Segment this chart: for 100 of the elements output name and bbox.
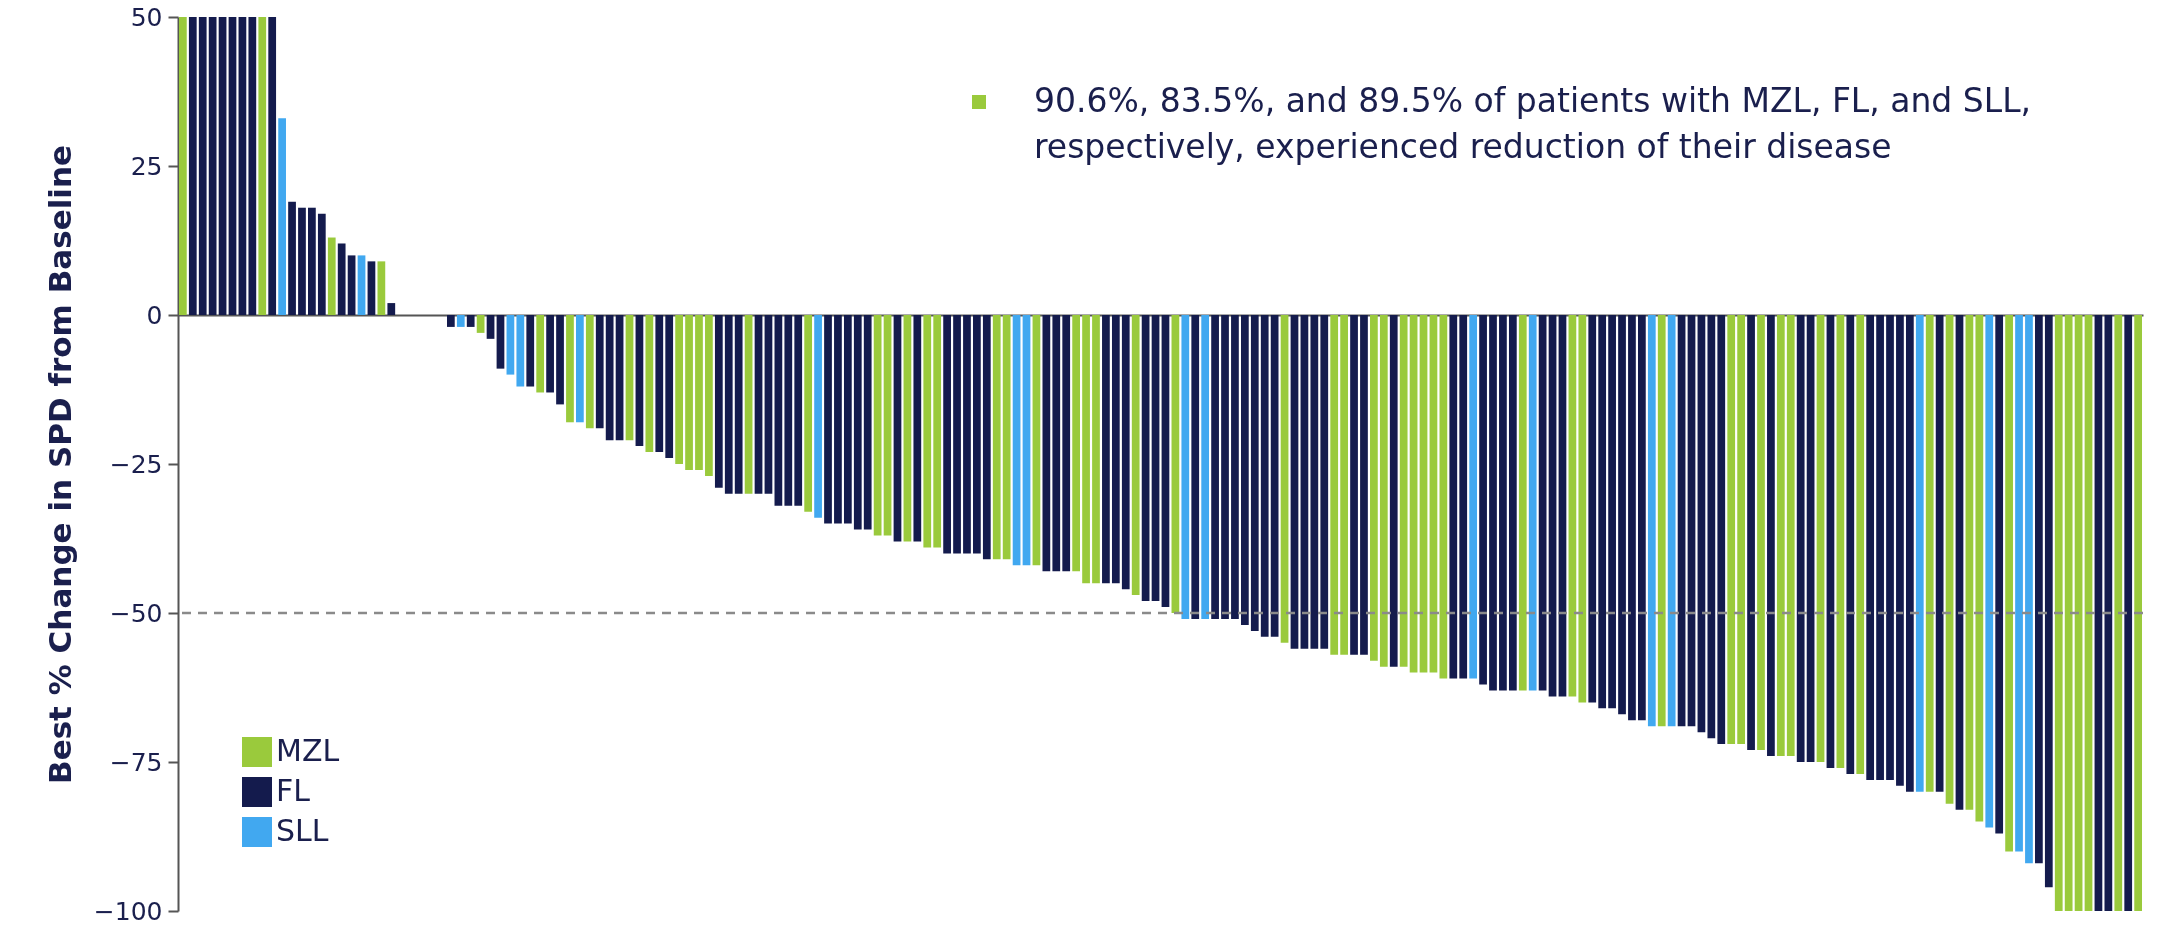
- bar: [2084, 315, 2093, 911]
- bar: [476, 315, 485, 333]
- bar: [804, 315, 813, 512]
- bar: [546, 315, 554, 393]
- bar: [208, 17, 217, 315]
- bar: [2054, 315, 2063, 911]
- legend-label: SLL: [276, 813, 329, 848]
- bar: [1638, 315, 1646, 721]
- bar: [834, 315, 842, 524]
- bar: [1598, 315, 1607, 709]
- bar: [1866, 315, 1875, 780]
- legend-label: MZL: [276, 733, 340, 768]
- bar: [714, 315, 723, 488]
- bar: [814, 315, 822, 518]
- bar: [754, 315, 763, 494]
- bar: [1717, 315, 1726, 745]
- bar: [1935, 315, 1944, 792]
- bar: [744, 315, 753, 494]
- bar: [1727, 315, 1736, 745]
- bar: [1310, 315, 1319, 649]
- bar: [198, 17, 207, 315]
- bar: [466, 315, 475, 327]
- bar: [278, 118, 286, 315]
- bar: [1628, 315, 1636, 721]
- bar: [734, 315, 743, 494]
- bar: [913, 315, 922, 542]
- bar: [1737, 315, 1745, 745]
- bar: [992, 315, 1001, 560]
- bar: [1370, 315, 1378, 661]
- bar: [1181, 315, 1190, 619]
- bar: [1300, 315, 1309, 649]
- bar: [973, 315, 981, 554]
- bar: [1806, 315, 1815, 762]
- bar: [1072, 315, 1081, 572]
- bar: [1260, 315, 1269, 637]
- bar: [178, 17, 187, 315]
- bar: [298, 207, 306, 315]
- bar: [238, 17, 247, 315]
- bar: [675, 315, 683, 464]
- bar: [963, 315, 971, 554]
- bar: [923, 315, 932, 548]
- bar: [863, 315, 872, 530]
- bar: [943, 315, 951, 554]
- bar: [367, 261, 376, 315]
- bar: [1618, 315, 1626, 715]
- annotation: 90.6%, 83.5%, and 89.5% of patients with MZL, FL, and SLL, respectively, experienced reduction of their disease: [1033, 80, 2032, 169]
- bar: [1786, 315, 1795, 757]
- bar: [1270, 315, 1279, 637]
- bar: [2074, 315, 2083, 911]
- bar: [456, 315, 465, 327]
- bar: [1677, 315, 1686, 727]
- bar: [1767, 315, 1775, 757]
- bar: [1350, 315, 1358, 655]
- y-tick-label: 25: [130, 151, 163, 181]
- bar: [2094, 315, 2103, 911]
- bar: [1022, 315, 1031, 566]
- bar: [1518, 315, 1527, 691]
- bar: [2015, 315, 2023, 852]
- bar: [1558, 315, 1567, 697]
- bar: [1965, 315, 1974, 810]
- bar: [1469, 315, 1478, 679]
- bar: [1062, 315, 1071, 572]
- bar: [1131, 315, 1140, 596]
- bar: [2104, 315, 2113, 911]
- bar: [1459, 315, 1468, 679]
- bar: [2134, 315, 2143, 911]
- bar: [1379, 315, 1388, 667]
- bar: [1250, 315, 1259, 631]
- bar: [188, 17, 197, 315]
- bar: [585, 315, 594, 429]
- bar: [705, 315, 713, 476]
- bar: [933, 315, 942, 548]
- y-tick-label: −100: [93, 896, 163, 926]
- bar: [2124, 315, 2133, 911]
- bar: [357, 255, 366, 315]
- bar: [1836, 315, 1845, 768]
- bar: [218, 17, 227, 315]
- bar: [2035, 315, 2043, 864]
- bar: [794, 315, 803, 506]
- bar: [1945, 315, 1954, 804]
- legend-label: FL: [276, 773, 311, 808]
- bar: [496, 315, 505, 369]
- bar: [695, 315, 703, 470]
- bar: [903, 315, 912, 542]
- bar: [1568, 315, 1577, 697]
- bar: [2114, 315, 2123, 911]
- bar: [1151, 315, 1160, 602]
- bar: [2064, 315, 2073, 911]
- bar: [774, 315, 783, 506]
- bar: [1052, 315, 1061, 572]
- bar: [1757, 315, 1765, 751]
- bar: [843, 315, 852, 524]
- bar: [1588, 315, 1597, 703]
- bar: [1578, 315, 1587, 703]
- bar: [1846, 315, 1855, 774]
- bar: [2044, 315, 2053, 888]
- bar: [1340, 315, 1348, 655]
- bar: [377, 261, 386, 315]
- bar: [1290, 315, 1299, 649]
- bar: [953, 315, 961, 554]
